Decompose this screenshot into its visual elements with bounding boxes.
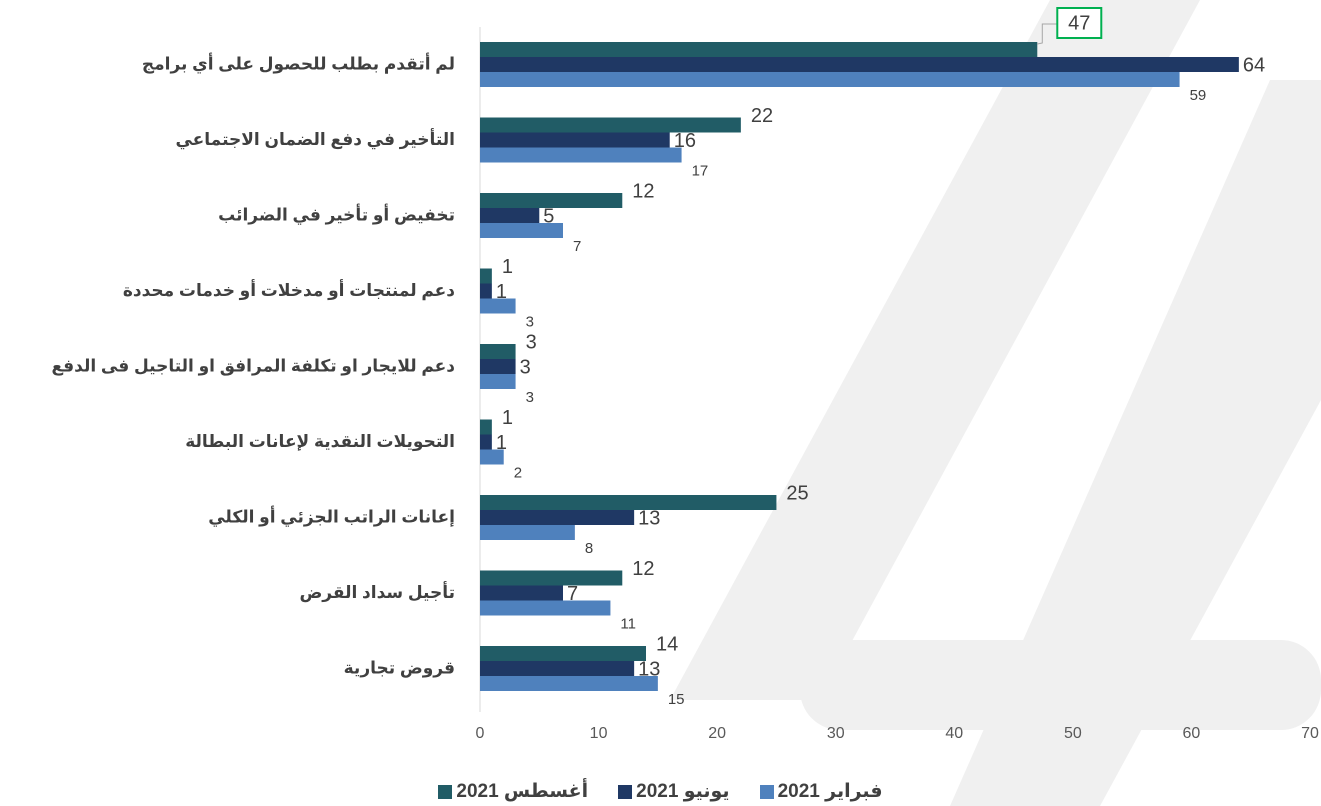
data-label: 12 xyxy=(632,558,654,580)
category-label: دعم للايجار او تكلفة المرافق او التاجيل … xyxy=(51,356,455,376)
x-tick-label: 50 xyxy=(1064,725,1082,742)
data-label: 12 xyxy=(632,180,654,202)
legend-item: يونيو 2021 xyxy=(618,780,730,803)
bar xyxy=(480,600,611,616)
x-tick-label: 40 xyxy=(945,725,963,742)
bar xyxy=(480,495,777,510)
callout-leader xyxy=(1037,23,1058,45)
legend: أغسطس 2021 يونيو 2021 فبراير 2021 xyxy=(0,780,1321,803)
bar xyxy=(480,57,1239,72)
data-label: 15 xyxy=(668,691,685,708)
watermark-shape xyxy=(950,80,1321,806)
data-label: 25 xyxy=(786,482,808,504)
data-label: 3 xyxy=(526,313,534,330)
legend-label: أغسطس 2021 xyxy=(456,781,589,802)
bar xyxy=(480,132,670,148)
category-label: تخفيض أو تأخير في الضرائب xyxy=(218,203,455,225)
bar xyxy=(480,344,516,359)
watermark-shape xyxy=(670,0,1200,700)
legend-label: فبراير 2021 xyxy=(777,781,883,802)
x-tick-label: 10 xyxy=(590,725,608,742)
data-label: 1 xyxy=(502,407,513,429)
x-tick-label: 60 xyxy=(1183,725,1201,742)
data-label: 1 xyxy=(496,432,507,454)
bar xyxy=(480,374,516,389)
bar xyxy=(480,117,741,133)
watermark xyxy=(670,0,1321,806)
x-tick-label: 20 xyxy=(708,725,726,742)
bar xyxy=(480,268,492,284)
category-label: تأجيل سداد القرض xyxy=(299,581,455,603)
legend-item: أغسطس 2021 xyxy=(438,780,588,803)
bar xyxy=(480,359,516,374)
bar xyxy=(480,298,516,314)
bar xyxy=(480,208,540,223)
data-label: 1 xyxy=(502,256,513,278)
bar xyxy=(480,661,635,676)
category-label: إعانات الراتب الجزئي أو الكلي xyxy=(208,505,455,527)
data-label: 7 xyxy=(573,238,581,255)
legend-swatch xyxy=(438,784,453,799)
data-label: 16 xyxy=(674,130,696,152)
legend-swatch xyxy=(618,784,633,799)
bar xyxy=(480,525,575,540)
data-label: 3 xyxy=(526,389,534,406)
data-label: 47 xyxy=(1068,12,1090,34)
bar xyxy=(480,223,563,238)
data-label: 3 xyxy=(520,356,531,378)
legend-swatch xyxy=(759,784,774,799)
bar xyxy=(480,193,623,208)
data-label: 59 xyxy=(1190,87,1207,104)
bar xyxy=(480,419,492,435)
bar xyxy=(480,676,658,691)
watermark-shape xyxy=(800,640,1321,730)
data-label: 22 xyxy=(751,105,773,127)
data-label: 17 xyxy=(692,162,709,179)
bar xyxy=(480,449,504,465)
category-label: التأخير في دفع الضمان الاجتماعي xyxy=(175,128,455,150)
category-label: دعم لمنتجات أو مدخلات أو خدمات محددة xyxy=(123,279,455,301)
bar xyxy=(480,72,1180,87)
data-label: 5 xyxy=(543,205,554,227)
data-label: 2 xyxy=(514,464,522,481)
data-label: 3 xyxy=(526,331,537,353)
data-label: 11 xyxy=(620,615,636,632)
bar xyxy=(480,42,1038,57)
x-tick-label: 70 xyxy=(1301,725,1319,742)
bar xyxy=(480,434,492,450)
data-label: 64 xyxy=(1243,54,1265,76)
category-label: قروض تجارية xyxy=(344,658,455,678)
data-label: 1 xyxy=(496,281,507,303)
bar xyxy=(480,283,492,299)
bar xyxy=(480,570,623,586)
bar xyxy=(480,646,646,661)
bar xyxy=(480,147,682,163)
legend-label: يونيو 2021 xyxy=(636,781,730,802)
legend-item: فبراير 2021 xyxy=(759,780,883,803)
category-label: لم أتقدم بطلب للحصول على أي برامج xyxy=(142,52,455,74)
category-label: التحويلات النقدية لإعانات البطالة xyxy=(185,432,455,452)
data-label: 13 xyxy=(638,507,660,529)
data-label: 14 xyxy=(656,633,678,655)
x-tick-label: 0 xyxy=(476,725,485,742)
data-label: 7 xyxy=(567,583,578,605)
data-label: 13 xyxy=(638,658,660,680)
data-label: 8 xyxy=(585,540,593,557)
callout-box xyxy=(1056,7,1103,39)
bar xyxy=(480,510,635,525)
bar xyxy=(480,585,563,601)
x-tick-label: 30 xyxy=(827,725,845,742)
